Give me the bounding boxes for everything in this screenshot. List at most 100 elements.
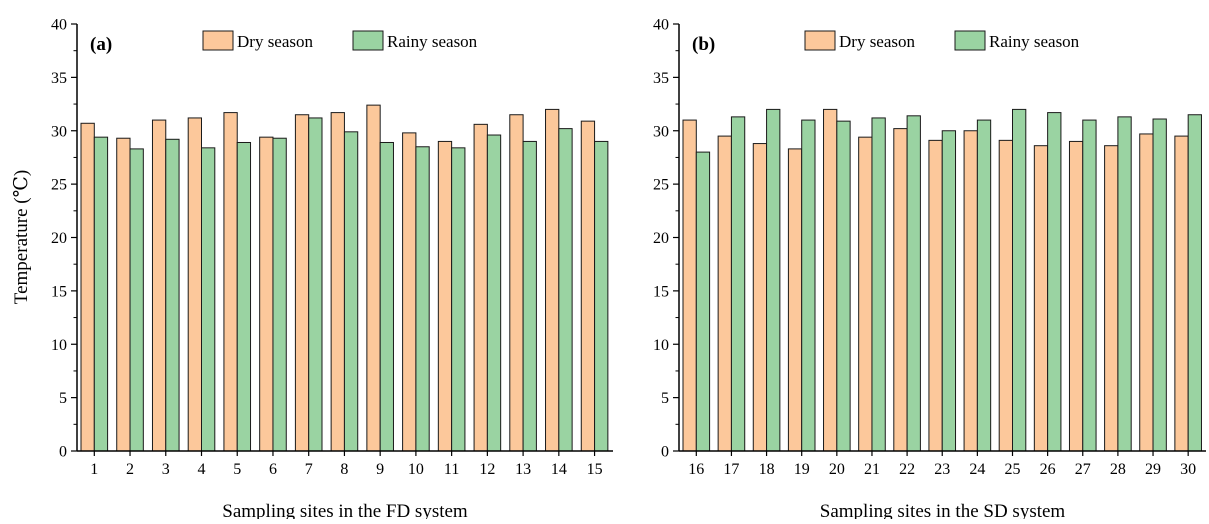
bar-rainy-29	[1152, 118, 1167, 452]
legend-swatch-dry	[804, 30, 836, 51]
legend-swatch-rainy	[352, 30, 384, 51]
bar-dry-3	[151, 119, 167, 452]
bar-dry-14	[545, 108, 560, 452]
y-tick-label-35: 35	[51, 70, 67, 87]
panel-b: 16 17 18 19 20 21 22 23 24 25 26 27 28 29 30 0 5 10 15 20 25…	[653, 17, 1206, 522]
legend-swatch-dry	[202, 30, 234, 51]
bar-rainy-16	[695, 151, 711, 452]
bar-dry-23	[928, 139, 943, 452]
y-tick-label-15: 15	[653, 283, 669, 300]
bar-rainy-18	[766, 108, 781, 452]
bar-rainy-1	[93, 136, 109, 452]
y-tick-label-40: 40	[653, 17, 669, 34]
x-tick-label-1: 1	[90, 461, 98, 478]
bar-dry-24	[963, 130, 978, 452]
bar-dry-26	[1033, 145, 1049, 452]
bar-rainy-9	[379, 141, 394, 452]
bar-rainy-27	[1082, 119, 1097, 452]
bar-rainy-26	[1047, 112, 1062, 452]
legend-label-dry: Dry season	[237, 32, 314, 51]
x-axis-title: Sampling sites in the SD system	[820, 501, 1066, 519]
bar-rainy-28	[1117, 116, 1132, 452]
legend-swatch-rainy	[954, 30, 986, 51]
y-tick-label-40: 40	[51, 17, 67, 34]
y-tick-label-10: 10	[653, 337, 669, 354]
bar-dry-9	[366, 104, 381, 452]
bar-dry-2	[116, 137, 131, 452]
y-tick-label-35: 35	[653, 70, 669, 87]
bar-dry-12	[473, 123, 488, 452]
x-tick-label-24: 24	[969, 461, 985, 478]
x-tick-label-29: 29	[1145, 461, 1161, 478]
bar-dry-30	[1174, 135, 1189, 452]
bar-dry-8	[330, 112, 345, 452]
legend-label-dry: Dry season	[839, 32, 916, 51]
bar-rainy-12	[486, 134, 502, 452]
bar-dry-28	[1104, 145, 1119, 452]
bar-rainy-8	[343, 131, 359, 452]
x-tick-label-2: 2	[126, 461, 134, 478]
y-tick-label-25: 25	[51, 177, 67, 194]
x-tick-label-5: 5	[233, 461, 241, 478]
bar-dry-19	[787, 148, 803, 452]
bar-rainy-21	[871, 117, 886, 452]
x-tick-label-30: 30	[1180, 461, 1196, 478]
bar-rainy-4	[201, 147, 216, 452]
y-tick-label-5: 5	[59, 390, 67, 407]
bar-rainy-30	[1187, 114, 1202, 452]
x-tick-label-27: 27	[1075, 461, 1091, 478]
y-tick-label-0: 0	[59, 444, 67, 461]
bar-rainy-3	[165, 138, 180, 452]
bar-rainy-23	[941, 130, 957, 452]
bar-dry-11	[437, 140, 453, 452]
x-tick-label-13: 13	[515, 461, 531, 478]
bar-dry-29	[1139, 133, 1154, 452]
x-tick-label-11: 11	[444, 461, 459, 478]
x-tick-label-16: 16	[688, 461, 704, 478]
bar-dry-1	[80, 122, 95, 452]
bar-dry-5	[223, 112, 238, 452]
bar-rainy-19	[801, 119, 816, 452]
bar-rainy-14	[558, 128, 573, 452]
bar-rainy-20	[836, 120, 851, 452]
bar-dry-22	[893, 128, 908, 452]
panel-label: (b)	[692, 34, 715, 55]
y-axis-title: Temperature (℃)	[11, 170, 32, 304]
y-tick-label-10: 10	[51, 337, 67, 354]
y-tick-label-30: 30	[653, 123, 669, 140]
bar-dry-16	[682, 119, 697, 452]
bar-dry-13	[509, 114, 524, 452]
x-axis-title: Sampling sites in the FD system	[222, 501, 468, 519]
y-tick-label-15: 15	[51, 283, 67, 300]
legend-label-rainy: Rainy season	[989, 32, 1080, 51]
x-tick-label-20: 20	[829, 461, 845, 478]
panel-label: (a)	[90, 34, 112, 55]
bar-rainy-11	[451, 147, 466, 452]
bar-rainy-6	[272, 137, 287, 452]
x-tick-label-7: 7	[305, 461, 313, 478]
bar-rainy-7	[308, 117, 323, 452]
bar-dry-15	[580, 120, 596, 452]
bar-dry-4	[187, 117, 202, 452]
x-tick-label-23: 23	[934, 461, 950, 478]
y-tick-label-20: 20	[653, 230, 669, 247]
x-tick-label-4: 4	[198, 461, 206, 478]
y-tick-label-20: 20	[51, 230, 67, 247]
x-tick-label-17: 17	[723, 461, 739, 478]
x-tick-label-26: 26	[1040, 461, 1056, 478]
x-tick-label-28: 28	[1110, 461, 1126, 478]
bar-dry-21	[858, 136, 873, 452]
x-tick-label-9: 9	[376, 461, 384, 478]
bar-rainy-25	[1012, 108, 1027, 452]
x-tick-label-22: 22	[899, 461, 915, 478]
bar-rainy-17	[730, 116, 746, 452]
bar-dry-17	[717, 135, 732, 452]
y-tick-label-5: 5	[661, 390, 669, 407]
y-tick-label-30: 30	[51, 123, 67, 140]
x-tick-label-6: 6	[269, 461, 277, 478]
bar-dry-20	[823, 108, 838, 452]
bar-rainy-22	[906, 115, 921, 452]
y-tick-label-0: 0	[661, 444, 669, 461]
bar-rainy-2	[129, 148, 144, 452]
